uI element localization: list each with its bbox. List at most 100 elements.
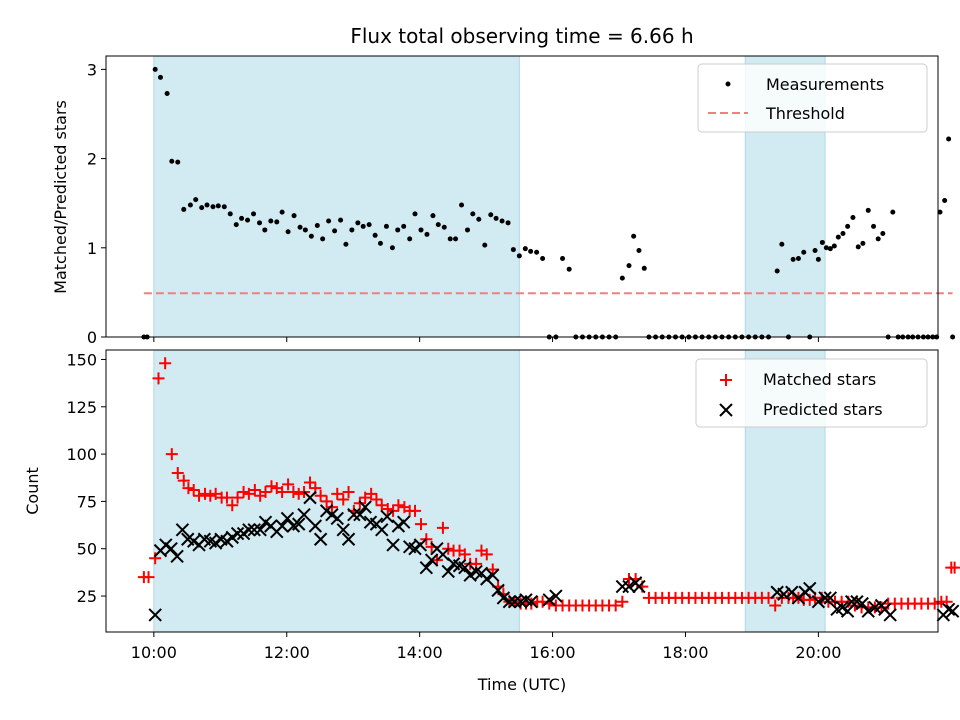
matched-point xyxy=(304,476,317,489)
measurement-point xyxy=(320,236,326,242)
measurement-point xyxy=(210,204,216,210)
measurement-point xyxy=(835,234,841,240)
predicted-point xyxy=(463,568,477,582)
measurement-point xyxy=(850,214,856,220)
measurement-point xyxy=(221,204,227,210)
measurement-point xyxy=(412,211,418,217)
predicted-point xyxy=(855,596,869,611)
predicted-point xyxy=(941,602,956,616)
predicted-point xyxy=(524,595,539,609)
measurement-point xyxy=(823,245,829,251)
matched-point xyxy=(370,493,383,506)
measurement-point xyxy=(860,240,866,246)
matched-point xyxy=(320,495,333,508)
measurement-point xyxy=(245,217,251,223)
matched-point xyxy=(381,502,394,515)
measurement-point xyxy=(801,249,807,255)
predicted-point xyxy=(358,500,372,514)
bottom-legend: Matched stars Predicted stars xyxy=(695,358,928,428)
measurement-point xyxy=(890,209,896,215)
y-tick-label: 3 xyxy=(87,60,97,79)
matched-point xyxy=(177,474,190,487)
measurement-point xyxy=(268,218,274,224)
predicted-point xyxy=(441,564,455,579)
measurement-point xyxy=(619,275,625,281)
y-tick-label: 150 xyxy=(66,350,97,369)
predicted-point xyxy=(861,604,875,618)
predicted-point xyxy=(330,511,344,526)
predicted-point xyxy=(313,532,328,546)
matched-point xyxy=(609,599,622,612)
measurement-point xyxy=(389,245,395,251)
matched-point xyxy=(525,597,538,610)
x-tick-label: 18:00 xyxy=(662,643,708,662)
measurement-point xyxy=(279,209,285,215)
predicted-point xyxy=(375,523,389,537)
measurement-point xyxy=(510,247,516,253)
measurement-point xyxy=(227,211,233,217)
matched-point xyxy=(948,561,960,574)
matched-point xyxy=(193,489,206,502)
matched-point xyxy=(287,485,300,498)
predicted-point xyxy=(175,523,190,537)
matched-point xyxy=(325,501,338,514)
predicted-point xyxy=(844,595,859,609)
matched-point xyxy=(331,487,344,500)
predicted-legend-marker xyxy=(719,403,733,417)
predicted-point xyxy=(353,507,367,522)
measurement-point xyxy=(871,223,877,229)
y-tick-label: 75 xyxy=(77,492,97,511)
measurement-point xyxy=(790,256,796,262)
measurement-point xyxy=(827,246,833,252)
bottom-axes-frame xyxy=(105,349,939,633)
x-tick-label: 12:00 xyxy=(264,643,310,662)
measurement-point xyxy=(560,255,566,261)
measurement-point xyxy=(302,227,308,233)
predicted-point xyxy=(386,538,400,552)
matched-point xyxy=(226,499,239,512)
matched-point xyxy=(149,552,162,565)
matched-point xyxy=(152,372,165,385)
predicted-point xyxy=(883,608,897,622)
predicted-point xyxy=(542,593,556,607)
measurement-point xyxy=(297,224,303,230)
predicted-point xyxy=(632,579,646,594)
matched-point xyxy=(365,487,378,500)
matched-point xyxy=(342,485,355,498)
predicted-point xyxy=(622,579,636,594)
measurement-point xyxy=(465,227,471,233)
measurement-point xyxy=(534,249,540,255)
predicted-point xyxy=(297,507,311,522)
measurement-point xyxy=(795,255,801,261)
predicted-point xyxy=(341,532,356,546)
measurement-point xyxy=(482,242,488,248)
measurement-point xyxy=(285,229,291,235)
measurement-point xyxy=(522,246,528,252)
top-legend-box xyxy=(697,63,928,133)
measurement-point xyxy=(488,212,494,218)
matched-point xyxy=(248,484,261,497)
measurement-point xyxy=(366,222,372,228)
measurement-point xyxy=(152,66,158,72)
matched-point xyxy=(769,599,782,612)
measurement-point xyxy=(418,227,424,233)
top-y-axis-label: Matched/Predicted stars xyxy=(51,100,70,294)
x-tick-label: 14:00 xyxy=(397,643,443,662)
top-axes-frame xyxy=(105,55,939,338)
measurement-point xyxy=(395,227,401,233)
measurement-point xyxy=(516,253,522,259)
matched-point xyxy=(392,499,405,512)
measurement-point xyxy=(865,207,871,213)
predicted-point xyxy=(458,560,472,575)
y-tick-label: 25 xyxy=(77,587,97,606)
measurements-legend-marker xyxy=(725,81,731,87)
measurement-point xyxy=(274,219,280,225)
count-panel: 25 50 75 100 125 150 10:00 12:00 14:00 16:00 18:0… xyxy=(23,349,960,694)
measurement-point xyxy=(424,231,430,237)
measurement-point xyxy=(641,265,647,271)
y-tick-label: 50 xyxy=(77,540,97,559)
measurement-point xyxy=(937,209,943,215)
measurement-point xyxy=(493,215,499,221)
threshold-legend-label: Threshold xyxy=(765,104,845,123)
x-axis-label: Time (UTC) xyxy=(477,675,566,694)
